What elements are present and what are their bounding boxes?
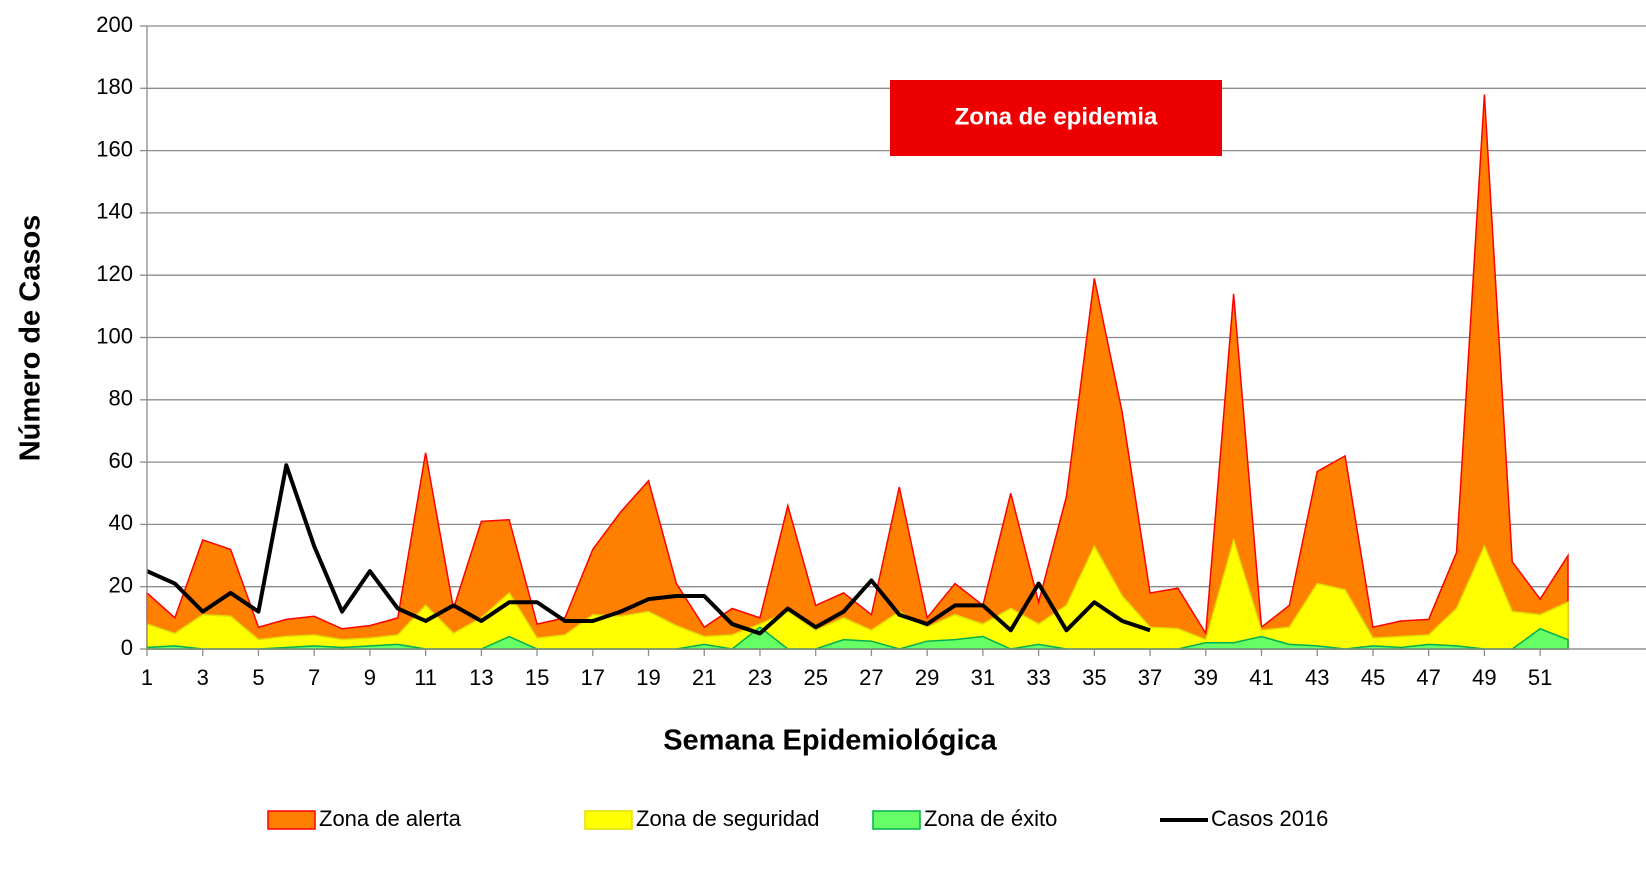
x-tick-label: 3 (197, 665, 209, 690)
x-tick-label: 5 (252, 665, 264, 690)
x-axis-title: Semana Epidemiológica (663, 725, 997, 757)
x-tick-label: 19 (636, 665, 660, 690)
x-tick-label: 39 (1194, 665, 1218, 690)
y-tick-label: 80 (109, 386, 133, 411)
x-tick-label: 7 (308, 665, 320, 690)
x-tick-label: 31 (971, 665, 995, 690)
legend-swatch (872, 810, 921, 830)
x-tick-label: 15 (525, 665, 549, 690)
x-tick-label: 25 (803, 665, 827, 690)
legend-swatch (584, 810, 633, 830)
area (146, 626, 1569, 650)
y-tick-label: 40 (109, 510, 133, 535)
area (146, 94, 1569, 650)
x-tick-label: 21 (692, 665, 716, 690)
x-tick-label: 41 (1249, 665, 1273, 690)
legend-item: Casos 2016 (1160, 806, 1328, 831)
x-tick-label: 37 (1138, 665, 1162, 690)
y-axis-title: Número de Casos (15, 215, 47, 462)
legend-label: Zona de éxito (924, 806, 1057, 831)
y-tick-label: 0 (121, 635, 133, 660)
x-tick-label: 35 (1082, 665, 1106, 690)
legend-item: Zona de alerta (267, 806, 462, 831)
y-tick-label: 120 (96, 261, 133, 286)
x-tick-label: 49 (1472, 665, 1496, 690)
annotation-box (890, 80, 1222, 156)
y-tick-label: 60 (109, 448, 133, 473)
legend-label: Zona de seguridad (636, 806, 819, 831)
x-tick-label: 11 (414, 665, 437, 690)
legend-item: Zona de seguridad (584, 806, 819, 831)
y-tick-label: 140 (96, 199, 133, 224)
legend-label: Zona de alerta (319, 806, 462, 831)
x-tick-label: 33 (1026, 665, 1050, 690)
y-tick-label: 100 (96, 323, 133, 348)
x-tick-label: 23 (748, 665, 772, 690)
x-tick-label: 9 (364, 665, 376, 690)
y-tick-label: 200 (96, 12, 133, 37)
annotation: Zona de epidemia (955, 103, 1158, 130)
x-tick-label: 27 (859, 665, 883, 690)
x-tick-label: 1 (141, 665, 153, 690)
legend-item: Zona de éxito (872, 806, 1057, 831)
x-tick-label: 43 (1305, 665, 1329, 690)
x-tick-label: 51 (1528, 665, 1552, 690)
x-tick-label: 47 (1416, 665, 1440, 690)
y-tick-label: 180 (96, 74, 133, 99)
x-tick-label: 45 (1361, 665, 1385, 690)
legend-label: Casos 2016 (1211, 806, 1328, 831)
x-tick-label: 13 (469, 665, 493, 690)
legend-swatch (267, 810, 316, 830)
y-tick-label: 160 (96, 136, 133, 161)
line (146, 463, 1151, 636)
y-tick-label: 20 (109, 573, 133, 598)
area (146, 537, 1569, 650)
x-tick-label: 17 (581, 665, 605, 690)
x-tick-label: 29 (915, 665, 939, 690)
